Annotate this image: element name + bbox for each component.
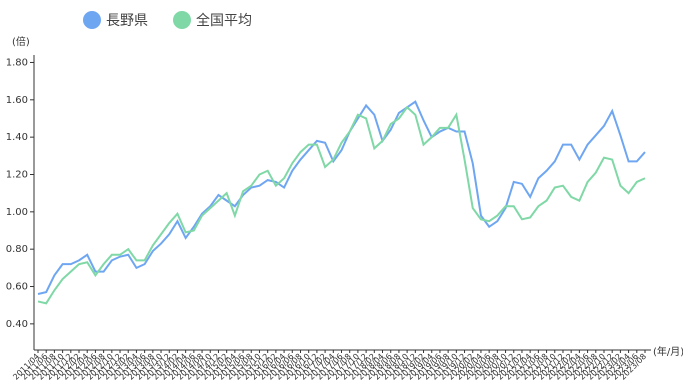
y-tick-label: 0.80 (6, 244, 28, 255)
legend-swatch (173, 11, 191, 29)
y-tick-label: 0.60 (6, 282, 28, 293)
y-tick-label: 0.40 (6, 319, 28, 330)
series-line (37, 100, 646, 295)
y-tick-label: 1.20 (6, 169, 28, 180)
legend-swatch (83, 11, 101, 29)
y-tick-label: 1.60 (6, 95, 28, 106)
y-unit: (倍) (12, 35, 30, 48)
y-tick-label: 1.00 (6, 207, 28, 218)
x-unit: (年/月) (653, 345, 683, 358)
y-tick-label: 1.40 (6, 132, 28, 143)
legend-label: 全国平均 (196, 12, 252, 29)
y-tick-label: 1.80 (6, 57, 28, 68)
legend-label: 長野県 (106, 13, 148, 29)
series-line (37, 105, 646, 305)
